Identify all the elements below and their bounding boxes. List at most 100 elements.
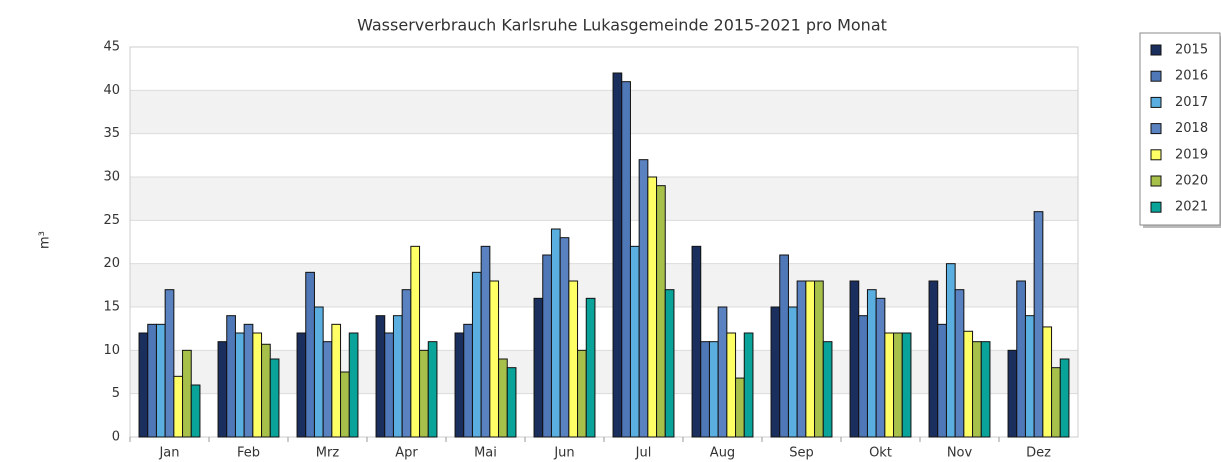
bar — [577, 349, 587, 438]
chart-title: Wasserverbrauch Karlsruhe Lukasgemeinde … — [357, 16, 887, 35]
bar — [779, 254, 789, 438]
legend-label: 2021 — [1175, 200, 1208, 215]
bar — [498, 358, 508, 438]
bar — [234, 332, 245, 438]
bar — [419, 349, 429, 438]
x-tick-label: Okt — [869, 446, 892, 461]
bar — [313, 306, 324, 438]
bar — [269, 358, 280, 438]
legend-label: 2018 — [1175, 121, 1208, 136]
legend-swatch — [1150, 96, 1162, 108]
bar — [743, 332, 754, 438]
grid-band — [130, 263, 1078, 307]
y-tick-label: 25 — [103, 213, 120, 228]
bar — [226, 315, 236, 438]
bar — [568, 280, 579, 438]
bar — [770, 306, 781, 438]
bar — [155, 323, 166, 438]
bar — [1033, 211, 1044, 438]
bar — [945, 263, 956, 438]
legend-swatch — [1150, 201, 1162, 213]
bar — [384, 332, 394, 438]
bar — [1059, 358, 1070, 438]
x-tick-label: Sep — [789, 446, 814, 461]
y-tick-label: 40 — [103, 83, 120, 98]
bar — [392, 315, 403, 438]
bar — [1051, 367, 1061, 438]
bar — [1042, 326, 1053, 438]
bar — [937, 323, 947, 438]
bar — [980, 341, 991, 438]
y-tick-label: 5 — [112, 386, 120, 401]
x-tick-label: Aug — [710, 446, 735, 461]
legend-swatch — [1150, 70, 1162, 82]
bar — [963, 330, 974, 438]
grid-band — [130, 90, 1078, 134]
bar — [375, 315, 386, 438]
legend-swatch — [1150, 44, 1162, 56]
bar — [252, 332, 263, 438]
bar — [928, 280, 939, 438]
bar — [1016, 280, 1026, 438]
x-tick-label: Nov — [947, 446, 973, 461]
bar — [866, 289, 877, 438]
y-tick-label: 10 — [103, 343, 120, 358]
bar — [638, 159, 649, 438]
bar — [858, 315, 868, 438]
bar — [647, 176, 658, 438]
bar — [664, 289, 675, 438]
bar — [787, 306, 798, 438]
legend-label: 2015 — [1175, 43, 1208, 58]
bar — [1024, 315, 1035, 438]
bar — [164, 289, 175, 438]
bar — [972, 341, 982, 438]
bar — [401, 289, 412, 438]
bar — [559, 237, 570, 438]
y-tick-label: 45 — [103, 40, 120, 55]
bar — [182, 349, 192, 438]
bar — [691, 245, 702, 438]
x-tick-label: Jul — [635, 446, 652, 461]
bar — [471, 271, 482, 438]
bar — [954, 289, 965, 438]
bar — [550, 228, 561, 438]
bar — [348, 332, 359, 438]
bar — [717, 306, 728, 438]
x-tick-label: Apr — [395, 446, 418, 461]
x-tick-label: Mrz — [316, 446, 340, 461]
bar — [884, 332, 895, 438]
bar — [322, 341, 333, 438]
bar — [805, 280, 816, 438]
bar — [489, 280, 500, 438]
bar — [410, 245, 421, 438]
legend-swatch — [1150, 123, 1162, 135]
bar — [138, 332, 149, 438]
bar — [296, 332, 307, 438]
bar — [506, 367, 517, 438]
bar — [849, 280, 860, 438]
bar — [463, 323, 473, 438]
bar — [796, 280, 807, 438]
legend-label: 2016 — [1175, 69, 1208, 84]
grid-band — [130, 350, 1078, 394]
bar — [454, 332, 465, 438]
legend-swatch — [1150, 175, 1162, 187]
bar — [243, 323, 254, 438]
bar — [1007, 349, 1018, 438]
y-axis-label: m³ — [38, 231, 53, 249]
bar — [612, 72, 623, 438]
x-tick-label: Dez — [1026, 446, 1051, 461]
bar — [822, 341, 833, 438]
y-tick-label: 20 — [103, 256, 120, 271]
bar — [700, 341, 710, 438]
bar — [814, 280, 824, 438]
bar — [542, 254, 552, 438]
legend-swatch — [1150, 149, 1162, 161]
bar — [480, 245, 491, 438]
y-tick-label: 15 — [103, 300, 120, 315]
bar — [305, 271, 315, 438]
x-tick-label: Jun — [553, 446, 574, 461]
y-tick-label: 30 — [103, 170, 120, 185]
bar — [875, 297, 886, 438]
